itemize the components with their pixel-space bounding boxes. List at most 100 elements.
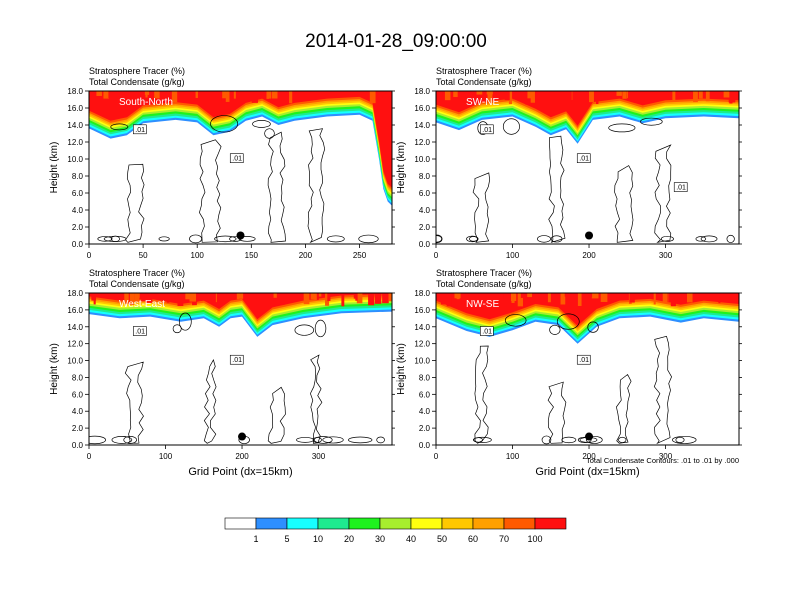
condensate-contour <box>123 435 138 444</box>
condensate-contour <box>640 117 663 126</box>
figure-title: 2014-01-28_09:00:00 <box>305 31 487 52</box>
tracer-streak <box>454 293 461 299</box>
tracer-streak <box>126 91 134 103</box>
tracer-streak <box>616 91 622 96</box>
colorbar-label: 60 <box>468 534 478 544</box>
tracer-streak <box>560 293 566 305</box>
condensate-contour <box>587 321 599 333</box>
tracer-streak <box>564 293 571 297</box>
tracer-streak <box>499 293 504 299</box>
tracer-streak <box>237 91 241 101</box>
tracer-streak <box>592 293 596 298</box>
condensate-contours <box>97 115 379 244</box>
tracer-streak <box>440 293 447 305</box>
tracer-streak <box>508 91 513 105</box>
tracer-streak <box>526 293 533 298</box>
x-tick-label: 200 <box>582 452 596 461</box>
x-tick-label: 200 <box>582 251 596 260</box>
tracer-streak <box>437 91 443 105</box>
tracer-streak <box>195 91 198 98</box>
tracer-streak <box>216 91 222 101</box>
tracer-streak <box>527 91 534 99</box>
x-tick-label: 100 <box>159 452 173 461</box>
tracer-fill <box>436 91 739 144</box>
y-axis-label: Height (km) <box>49 142 60 194</box>
colorbar-swatch <box>441 517 474 530</box>
y-tick-label: 0.0 <box>72 240 84 249</box>
tracer-streak <box>170 91 178 103</box>
colorbar-swatch <box>286 517 319 530</box>
tracer-streak <box>460 91 464 96</box>
colorbar-label: 20 <box>344 534 354 544</box>
y-tick-label: 10.0 <box>67 155 83 164</box>
y-tick-label: 16.0 <box>67 306 83 315</box>
contour-label-box <box>133 326 147 336</box>
condensate-contour <box>474 345 489 444</box>
tracer-streak <box>634 91 637 95</box>
colorbar-swatch <box>534 517 567 530</box>
condensate-contour <box>672 435 697 444</box>
y-axis-label: Height (km) <box>49 343 60 395</box>
y-tick-label: 12.0 <box>414 138 430 147</box>
condensate-contour <box>537 235 552 243</box>
y-tick-label: 8.0 <box>72 373 84 382</box>
y-tick-label: 10.0 <box>414 357 430 366</box>
colorbar-swatch <box>379 517 412 530</box>
condensate-contour <box>89 435 107 445</box>
condensate-contour <box>548 135 566 243</box>
y-tick-label: 2.0 <box>419 424 431 433</box>
tracer-streak <box>610 293 617 300</box>
tracer-streak <box>103 91 109 99</box>
tracer-streak <box>705 91 710 102</box>
tracer-streak <box>453 91 458 98</box>
tracer-streak <box>217 293 223 306</box>
colorbar-swatch <box>472 517 505 530</box>
y-tick-label: 4.0 <box>419 407 431 416</box>
tracer-streak <box>142 293 149 302</box>
condensate-contour <box>660 235 674 242</box>
x-axis-label: Grid Point (dx=15km) <box>535 466 639 478</box>
contour-label-box <box>133 124 147 135</box>
contour-label-box <box>576 153 591 163</box>
tracer-streak <box>292 91 298 97</box>
tracer-fill <box>89 293 392 337</box>
condensate-contour <box>199 139 222 243</box>
y-tick-label: 18.0 <box>414 289 430 298</box>
contour-label-box <box>673 182 688 192</box>
condensate-contour <box>267 131 286 243</box>
y-tick-label: 2.0 <box>72 223 84 232</box>
tracer-streak <box>289 91 293 104</box>
tracer-streak <box>129 293 135 306</box>
y-tick-label: 8.0 <box>419 373 431 382</box>
colorbar-swatch <box>317 517 350 530</box>
tracer-streak <box>368 293 375 306</box>
condensate-contour <box>726 234 735 243</box>
condensate-contour <box>376 436 385 444</box>
plot-frame <box>88 292 393 446</box>
location-marker <box>238 432 247 441</box>
condensate-contour <box>466 235 479 243</box>
contour-label: .01 <box>579 357 589 364</box>
condensate-contour <box>614 165 634 243</box>
colorbar-label: 70 <box>499 534 509 544</box>
tracer-streak <box>591 293 599 299</box>
tracer-streak <box>303 293 310 305</box>
y-tick-label: 10.0 <box>67 357 83 366</box>
x-tick-label: 0 <box>87 452 92 461</box>
colorbar-swatch <box>410 517 443 530</box>
tracer-streak <box>317 293 322 297</box>
tracer-streak <box>512 91 516 100</box>
condensate-contour <box>103 235 127 242</box>
contour-label: .01 <box>232 156 242 163</box>
tracer-streak <box>273 293 277 298</box>
x-tick-label: 100 <box>506 251 520 260</box>
condensate-contours <box>472 313 697 445</box>
tracer-streak <box>441 91 447 98</box>
tracer-streak <box>310 293 318 300</box>
tracer-streak <box>169 91 172 105</box>
tracer-streak <box>565 91 572 102</box>
tracer-streak <box>238 91 243 95</box>
x-axis-label: Grid Point (dx=15km) <box>188 466 292 478</box>
contour-label-box <box>229 153 244 163</box>
tracer-fill <box>436 293 739 344</box>
